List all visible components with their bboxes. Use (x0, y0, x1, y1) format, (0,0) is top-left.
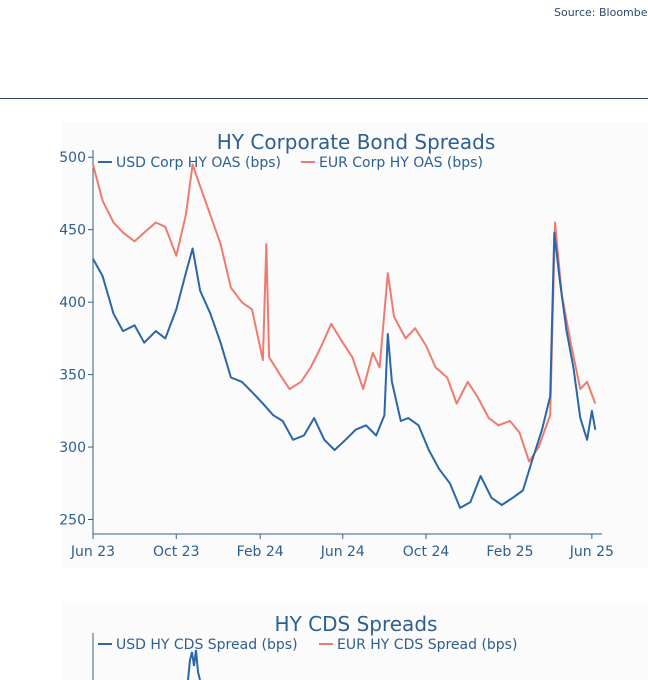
chart1-y-ticks: 250 300 350 400 450 500 (59, 150, 93, 529)
chart2-usd-line-fragment (187, 649, 201, 680)
chart2-background (62, 603, 648, 680)
chart1-title: HY Corporate Bond Spreads (217, 130, 496, 154)
y-tick-label: 400 (59, 295, 86, 311)
chart2: HY CDS Spreads USD HY CDS Spread (bps) E… (92, 612, 517, 680)
x-tick-label: Jun 24 (320, 544, 365, 560)
y-tick-label: 300 (59, 440, 86, 456)
divider-line (0, 98, 648, 99)
source-note: Source: Bloomberg (554, 6, 648, 19)
chart1: HY Corporate Bond Spreads 250 300 350 400 45… (59, 130, 614, 560)
x-tick-label: Feb 25 (486, 544, 533, 560)
chart1-x-ticks: Jun 23 Oct 23 Feb 24 Jun 24 Oct 24 Feb 25 Jun … (70, 534, 614, 560)
x-tick-label: Feb 24 (237, 544, 284, 560)
y-tick-label: 250 (59, 513, 86, 529)
x-tick-label: Jun 25 (569, 544, 614, 560)
x-tick-label: Oct 23 (153, 544, 199, 560)
eur-oas-line (92, 163, 597, 463)
usd-oas-line (92, 231, 597, 509)
legend2-label-usd: USD HY CDS Spread (bps) (116, 637, 298, 653)
legend-label-usd: USD Corp HY OAS (bps) (116, 155, 281, 171)
legend2-label-eur: EUR HY CDS Spread (bps) (337, 637, 517, 653)
x-tick-label: Jun 23 (70, 544, 115, 560)
y-tick-label: 350 (59, 368, 86, 384)
chart1-background (62, 122, 648, 568)
chart2-title: HY CDS Spreads (275, 612, 438, 636)
y-tick-label: 500 (59, 150, 86, 166)
x-tick-label: Oct 24 (403, 544, 450, 560)
y-tick-label: 450 (59, 223, 86, 239)
legend-label-eur: EUR Corp HY OAS (bps) (319, 155, 483, 171)
chart1-legend: USD Corp HY OAS (bps) EUR Corp HY OAS (b… (98, 155, 483, 171)
chart1-series (92, 163, 597, 509)
